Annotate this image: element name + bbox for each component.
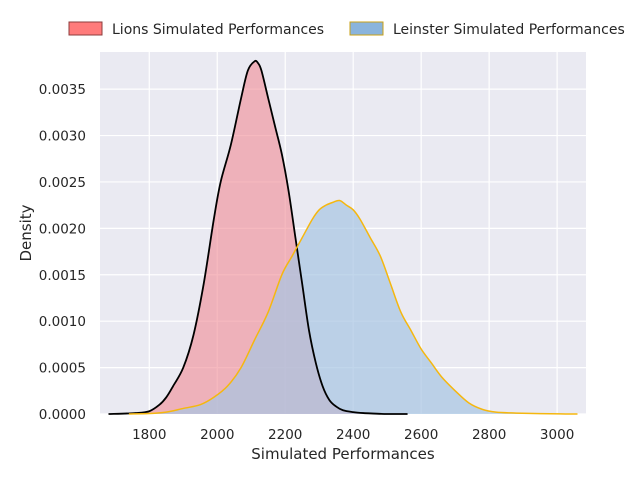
y-tick-label: 0.0015 — [39, 268, 86, 284]
y-tick-label: 0.0010 — [39, 314, 86, 330]
x-tick-label: 1800 — [132, 427, 166, 443]
x-axis-label: Simulated Performances — [251, 445, 435, 463]
density-area-1 — [128, 200, 578, 414]
density-area-0 — [108, 60, 408, 414]
density-areas — [108, 59, 578, 415]
y-tick-label: 0.0025 — [39, 175, 86, 191]
legend-label-leinster: Leinster Simulated Performances — [393, 22, 625, 38]
y-tick-label: 0.0030 — [39, 129, 86, 145]
x-axis-ticks: 1800 2000 2200 2400 2600 2800 3000 — [132, 427, 574, 443]
x-tick-label: 2400 — [336, 427, 370, 443]
x-tick-label: 2600 — [404, 427, 438, 443]
y-axis-ticks: 0.0000 0.0005 0.0010 0.0015 0.0020 0.0025 0.00… — [39, 82, 86, 423]
legend-label-lions: Lions Simulated Performances — [112, 22, 324, 38]
density-line-1 — [128, 199, 578, 415]
x-tick-label: 2200 — [268, 427, 302, 443]
x-tick-label: 3000 — [540, 427, 574, 443]
density-line-0 — [108, 59, 408, 415]
y-tick-label: 0.0000 — [39, 407, 86, 423]
legend-swatch-lions — [68, 21, 103, 36]
x-tick-label: 2000 — [200, 427, 234, 443]
y-axis-label: Density — [17, 204, 35, 261]
x-tick-label: 2800 — [472, 427, 506, 443]
legend: Lions Simulated Performances Leinster Si… — [68, 21, 625, 38]
y-tick-label: 0.0020 — [39, 221, 86, 237]
legend-swatch-leinster — [349, 21, 384, 36]
y-tick-label: 0.0035 — [39, 82, 86, 98]
y-tick-label: 0.0005 — [39, 361, 86, 377]
